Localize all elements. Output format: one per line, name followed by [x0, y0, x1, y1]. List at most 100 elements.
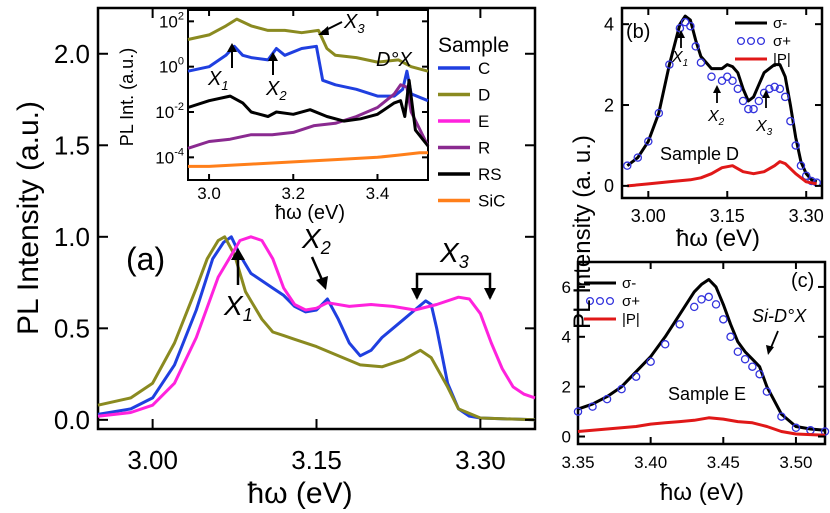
svg-text:X3: X3: [755, 118, 773, 138]
svg-text:X1: X1: [671, 49, 688, 69]
a-xtick-label: 3.30: [455, 445, 506, 475]
panel-c-sample: Sample E: [668, 384, 746, 404]
c-point-sigma-plus: [588, 402, 597, 411]
panel-b-ticks: 3.00 3.15 3.30 0 2 4: [604, 8, 824, 226]
b-point-sigma-plus: [765, 84, 774, 94]
inset-xtick-label: 3.0: [197, 184, 221, 203]
panel-c-xlabel: ħω (eV): [660, 479, 744, 506]
legend-label-c: C: [478, 59, 490, 78]
b-ytick-label: 4: [604, 14, 614, 34]
c-legend-swatch-sigma-plus: [595, 296, 605, 306]
panel-b-sample: Sample D: [660, 144, 739, 164]
c-legend-swatch-sigma-plus: [585, 296, 595, 306]
a-xtick-label: 3.15: [291, 445, 342, 475]
b-point-sigma-plus: [780, 92, 790, 102]
b-point-sigma-plus: [717, 76, 727, 86]
b-point-sigma-plus: [691, 42, 700, 51]
inset-line-rs: [187, 78, 430, 147]
legend-label-r: R: [478, 139, 490, 158]
inset-line-sic: [188, 151, 428, 168]
panel-c-frame: [576, 260, 827, 446]
b-legend-swatch-sigma-plus: [746, 36, 756, 46]
inset-line-c: [187, 44, 429, 103]
legend-b: σ-σ+|P|: [735, 15, 791, 68]
a-ytick-label: 2.0: [54, 39, 90, 69]
b-point-sigma-plus: [633, 153, 643, 162]
annotation-x1-b: X1: [671, 30, 688, 69]
b-point-sigma-plus: [744, 104, 753, 114]
c-point-sigma-plus: [755, 369, 764, 379]
c-point-sigma-plus: [660, 340, 670, 349]
c-xtick-label: 3.35: [561, 453, 594, 472]
c-ytick-label: 6: [562, 278, 571, 297]
svg-text:X3: X3: [439, 237, 469, 272]
b-point-sigma-plus: [686, 21, 695, 31]
legend-label-sic: SiC: [478, 192, 505, 211]
b-point-sigma-plus: [754, 96, 764, 106]
legend-label-d: D: [478, 86, 490, 105]
c-point-sigma-plus: [573, 407, 583, 416]
inset-xtick-label: 3.2: [281, 184, 305, 203]
b-point-sigma-plus: [770, 82, 779, 92]
panel-a-ticks: 3.00 3.15 3.30 0.0 0.5 1.0 1.5 2.0: [54, 8, 535, 475]
inset-ytick-label: 100: [159, 56, 184, 77]
inset-line-d: [187, 17, 429, 73]
b-legend-label-sigma-minus: σ-: [773, 15, 787, 32]
c-legend-label-p: |P|: [622, 311, 640, 328]
legend-c: σ-σ+|P|: [584, 275, 640, 328]
panel-a-ylabel: PL Intensity (a.u.): [12, 101, 45, 335]
panel-a-label: (a): [126, 241, 165, 277]
b-point-sigma-plus: [733, 84, 743, 94]
c-point-sigma-plus: [704, 292, 714, 302]
b-xtick-label: 3.30: [789, 206, 824, 226]
panel-c-series: [573, 278, 830, 437]
c-xtick-label: 3.50: [779, 453, 812, 472]
c-line-p: [577, 416, 826, 437]
inset-ticks: 3.0 3.2 3.4 10-4 10-2 100 102: [155, 10, 428, 203]
c-legend-label-sigma-plus: σ+: [622, 293, 640, 310]
c-point-sigma-plus: [602, 394, 612, 404]
b-point-sigma-plus: [696, 58, 706, 67]
legend-title: Sample: [438, 34, 509, 57]
b-point-sigma-plus: [675, 23, 685, 33]
c-point-sigma-plus: [711, 300, 721, 309]
b-point-sigma-plus: [791, 141, 800, 150]
b-point-sigma-plus: [665, 60, 674, 69]
b-point-sigma-plus: [707, 72, 716, 81]
a-ytick-label: 0.5: [54, 313, 90, 343]
svg-text:X2: X2: [301, 223, 331, 258]
legend-label-e: E: [478, 112, 489, 131]
panel-a: 3.00 3.15 3.30 0.0 0.5 1.0 1.5 2.0 (a) PL Inten…: [12, 6, 537, 510]
panel-b-series: [623, 14, 821, 188]
c-point-sigma-plus: [777, 412, 786, 421]
inset-xlabel: ħω (eV): [275, 202, 345, 224]
b-point-sigma-plus: [723, 72, 732, 81]
c-point-sigma-plus: [697, 295, 706, 304]
inset-ylabel: PL Int. (a.u.): [117, 48, 137, 146]
inset-ytick-label: 10-4: [155, 146, 184, 167]
panel-c: 3.35 3.40 3.45 3.50 0 2 4 6 (c) Sample E ħω (eV…: [561, 260, 830, 506]
c-point-sigma-plus: [726, 332, 735, 342]
legend-label-rs: RS: [478, 165, 502, 184]
c-legend-label-sigma-minus: σ-: [622, 275, 636, 292]
b-point-sigma-plus: [786, 116, 795, 126]
c-point-sigma-plus: [719, 315, 728, 324]
c-point-sigma-plus: [791, 423, 801, 433]
b-point-sigma-plus: [728, 76, 737, 86]
panel-a-series: [97, 235, 536, 422]
c-point-sigma-plus: [646, 357, 655, 366]
b-legend-swatch-sigma-plus: [756, 36, 766, 46]
c-point-sigma-plus: [631, 372, 641, 381]
a-ytick-label: 0.0: [54, 405, 90, 435]
inset-ytick-label: 10-2: [155, 101, 184, 122]
b-ytick-label: 2: [604, 95, 614, 115]
b-point-sigma-plus: [738, 96, 748, 106]
c-point-sigma-plus: [748, 362, 757, 371]
annotation-x2-b: X2: [707, 85, 725, 128]
c-point-sigma-plus: [740, 354, 750, 364]
a-ytick-label: 1.5: [54, 130, 90, 160]
inset-line-r: [187, 83, 430, 150]
b-line-p: [627, 160, 817, 188]
c-legend-swatch-sigma-plus: [605, 296, 615, 306]
